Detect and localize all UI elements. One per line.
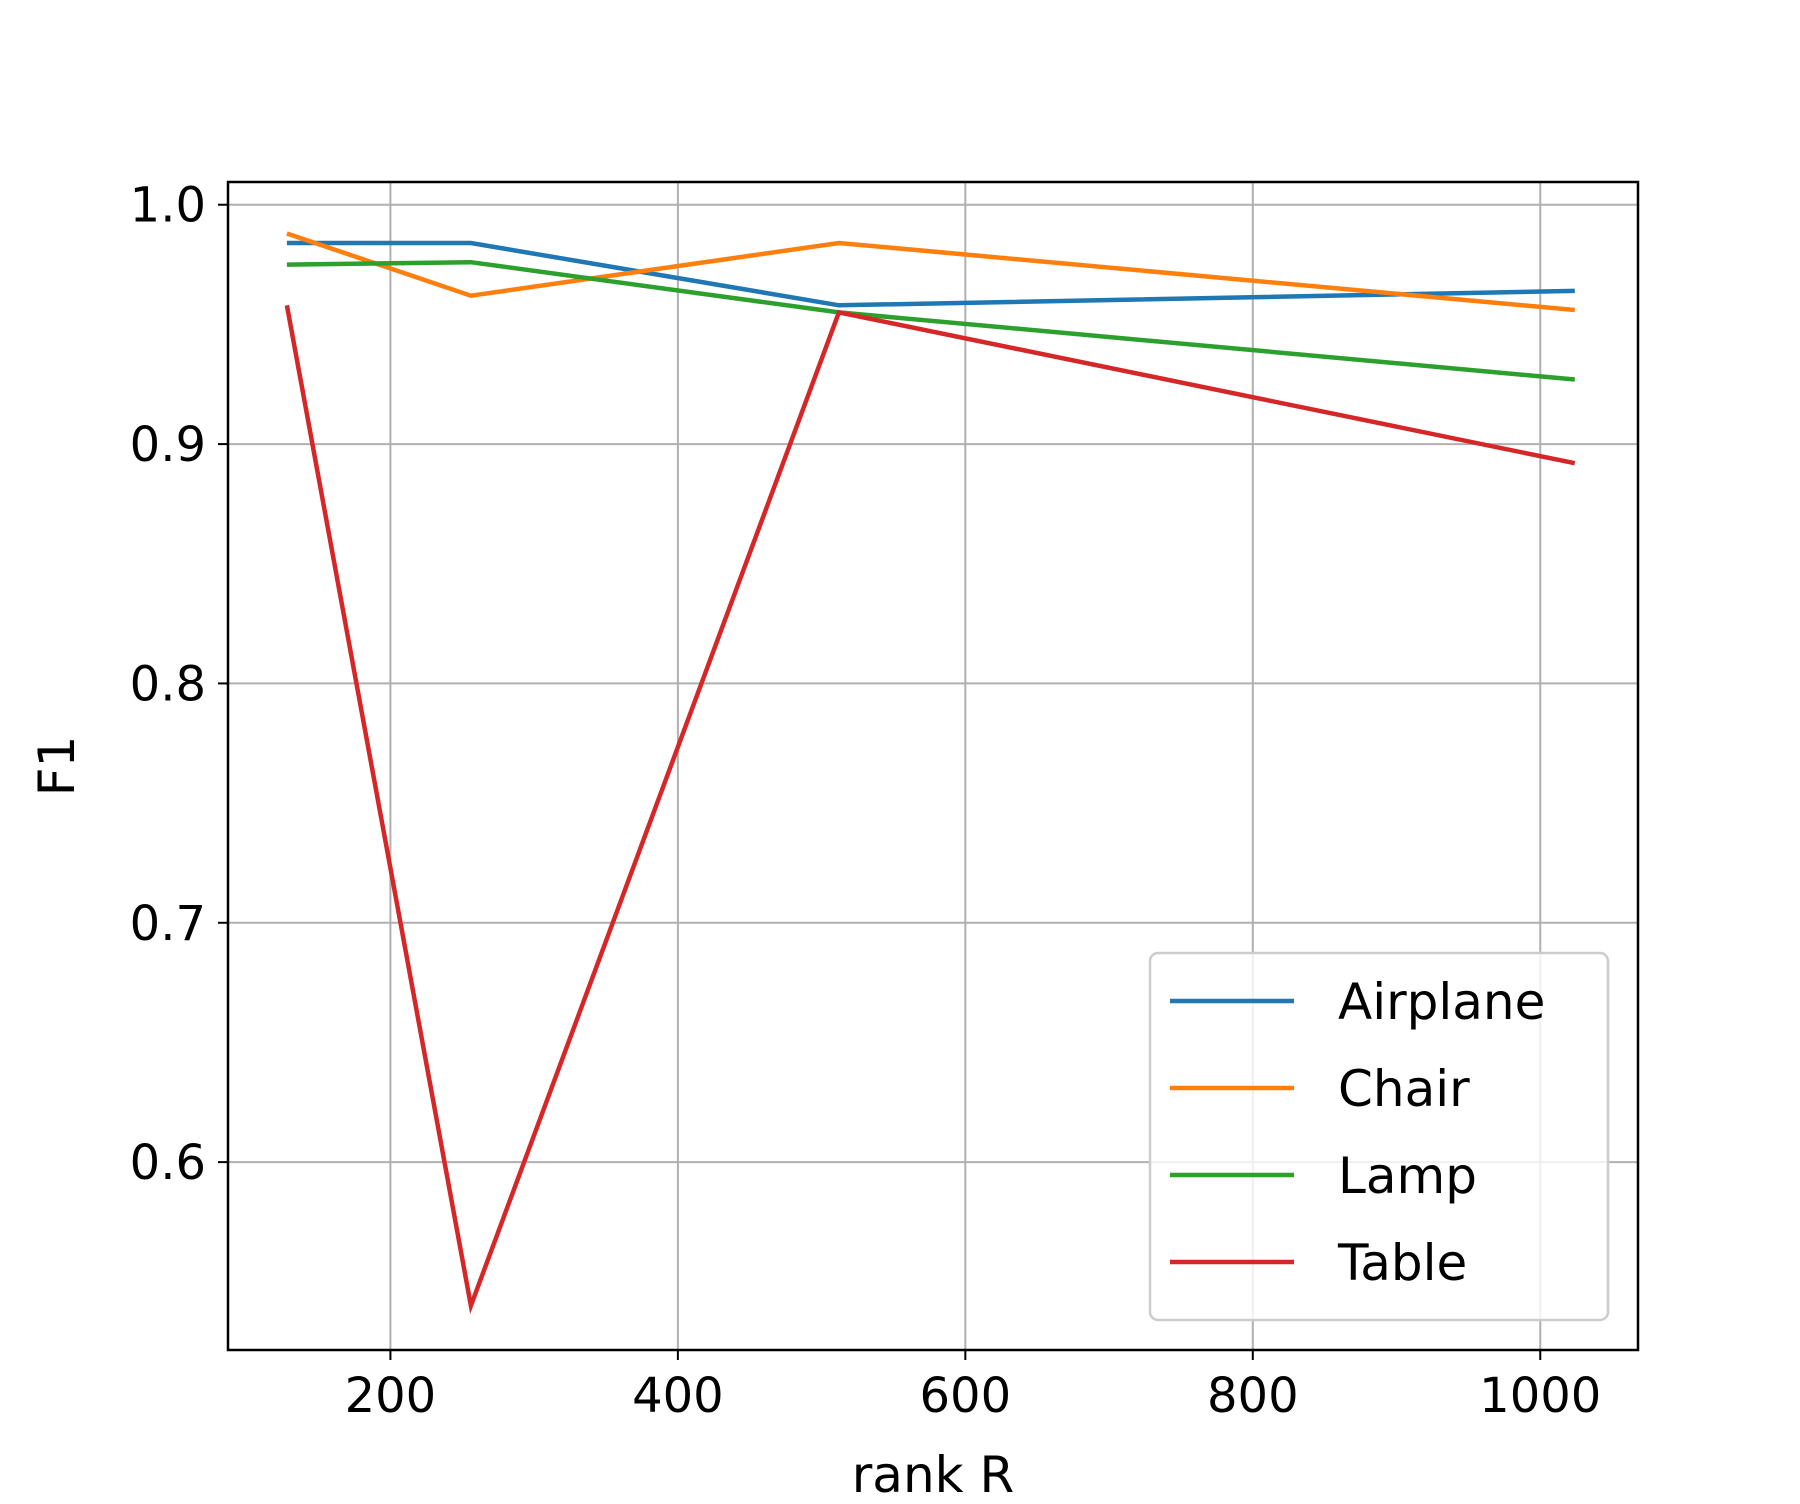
y-tick-label: 0.7 [130, 896, 206, 952]
x-tick-label: 800 [1207, 1368, 1299, 1424]
x-tick-label: 200 [345, 1368, 437, 1424]
y-tick-label: 0.9 [130, 417, 206, 473]
series-lines [284, 231, 1576, 1315]
legend-label-lamp: Lamp [1338, 1147, 1477, 1205]
plot-frame [226, 180, 1640, 1352]
x-tick-label: 400 [632, 1368, 724, 1424]
y-axis-label: F1 [28, 736, 86, 797]
series-line-airplane [286, 240, 1575, 308]
legend: Airplane Chair Lamp Table [1148, 951, 1610, 1322]
axis-ticks: 200 400 600 800 1000 0.6 0.7 0.8 0.9 1.0 [130, 178, 1602, 1424]
y-tick-label: 0.8 [130, 656, 206, 712]
y-tick-label: 0.6 [130, 1135, 206, 1191]
legend-box [1148, 951, 1610, 1322]
x-tick-label: 600 [920, 1368, 1012, 1424]
x-tick-label: 1000 [1479, 1368, 1601, 1424]
legend-label-table: Table [1337, 1234, 1467, 1292]
legend-label-chair: Chair [1338, 1060, 1470, 1118]
y-tick-label: 1.0 [130, 178, 206, 234]
series-line-lamp [286, 259, 1576, 382]
grid [228, 182, 1638, 1350]
series-line-table [284, 304, 1576, 1315]
x-axis-label: rank R [852, 1446, 1014, 1500]
legend-label-airplane: Airplane [1338, 973, 1545, 1031]
